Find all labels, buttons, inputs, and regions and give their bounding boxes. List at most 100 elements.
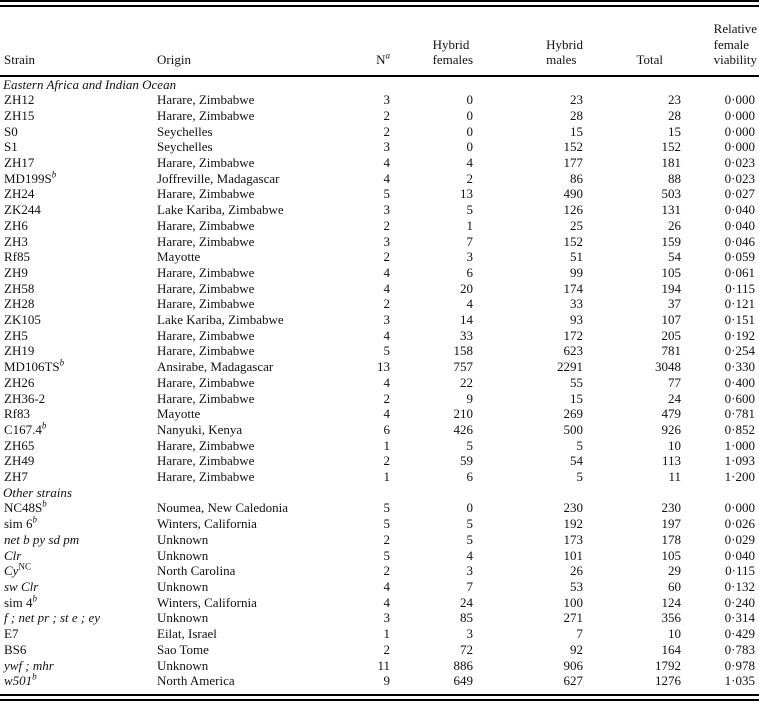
hybrid-females-cell: 7 xyxy=(466,233,474,249)
col-header-hybrid-females: Hybrid females xyxy=(390,7,473,77)
origin-cell: North Carolina xyxy=(157,563,236,579)
strain-footnote-marker: b xyxy=(32,671,37,682)
hybrid-females-cell: 757 xyxy=(453,359,474,375)
total-cell: 479 xyxy=(661,406,682,422)
table-row: NC48Sb Noumea, New Caledonia 5 0 230 230 0·000 xyxy=(0,500,759,516)
total-cell: 152 xyxy=(661,139,682,155)
n-cell: 4 xyxy=(383,155,391,171)
hybrid-males-cell: 230 xyxy=(563,500,584,516)
strain-cell: ZH15 xyxy=(0,108,153,124)
hybrid-males-cell: 7 xyxy=(576,626,584,642)
hybrid-females-cell: 3 xyxy=(466,626,474,642)
hybrid-females-cell: 14 xyxy=(460,312,473,328)
origin-cell: Harare, Zimbabwe xyxy=(157,233,255,249)
n-cell: 5 xyxy=(383,343,391,359)
origin-cell: Harare, Zimbabwe xyxy=(157,327,255,343)
hybrid-males-cell: 5 xyxy=(576,437,584,453)
col-header-n-label: N xyxy=(376,52,386,67)
strain-name: sw Clr xyxy=(4,579,39,594)
viability-cell: 0·429 xyxy=(724,626,755,642)
total-cell: 29 xyxy=(668,563,681,579)
hybrid-males-cell: 99 xyxy=(570,264,583,280)
hybrid-females-cell: 0 xyxy=(466,107,474,123)
strain-cell: Rf85 xyxy=(0,249,153,265)
strain-name: sim 6 xyxy=(4,516,33,532)
col-header-relative-female-viability: Relative female viability xyxy=(681,7,759,77)
strain-footnote-marker: b xyxy=(51,169,57,180)
section-header-row: Other strains xyxy=(0,485,759,501)
hybrid-females-cell: 85 xyxy=(460,610,473,626)
strain-name: ZH6 xyxy=(4,217,28,233)
total-cell: 164 xyxy=(661,641,682,657)
origin-cell: Harare, Zimbabwe xyxy=(157,390,255,406)
table-row: ywf ; mhr Unknown 11 886 906 1792 0·978 xyxy=(0,658,759,674)
hybrid-females-cell: 5 xyxy=(466,516,474,532)
hybrid-males-cell: 172 xyxy=(563,327,584,343)
section-label: Eastern Africa and Indian Ocean xyxy=(3,76,177,92)
viability-cell: 0·115 xyxy=(725,563,755,579)
strain-cell: BS6 xyxy=(0,642,153,658)
n-cell: 4 xyxy=(383,264,391,280)
strain-name: ZH65 xyxy=(4,437,35,453)
hybrid-males-cell: 15 xyxy=(570,123,583,139)
viability-cell: 1·093 xyxy=(724,453,755,469)
hybrid-females-cell: 4 xyxy=(466,547,474,563)
total-cell: 105 xyxy=(661,547,682,563)
total-cell: 131 xyxy=(661,202,682,218)
table-row: f ; net pr ; st e ; ey Unknown 3 85 271 356 0·… xyxy=(0,610,759,626)
section-header-row: Eastern Africa and Indian Ocean xyxy=(0,76,759,93)
n-cell: 2 xyxy=(383,453,391,469)
origin-cell: Seychelles xyxy=(157,139,213,155)
total-cell: 197 xyxy=(661,516,682,532)
viability-cell: 0·254 xyxy=(724,343,755,359)
strain-name: ZH58 xyxy=(4,280,35,296)
origin-cell: Harare, Zimbabwe xyxy=(157,453,255,469)
viability-cell: 0·000 xyxy=(724,500,755,516)
strain-cell: MD106TSb xyxy=(0,358,153,375)
table-row: ZH65 Harare, Zimbabwe 1 5 5 10 1·000 xyxy=(0,438,759,454)
n-cell: 5 xyxy=(383,186,391,202)
strain-footnote-marker: b xyxy=(32,593,38,604)
total-cell: 1792 xyxy=(655,657,681,673)
viability-cell: 0·059 xyxy=(724,249,755,265)
viability-cell: 0·000 xyxy=(724,123,755,139)
strain-cell: S1 xyxy=(0,139,153,155)
total-cell: 24 xyxy=(668,390,681,406)
strain-name: sim 4 xyxy=(4,594,33,610)
viability-cell: 0·027 xyxy=(724,186,755,202)
total-cell: 178 xyxy=(661,531,682,547)
viability-cell: 0·023 xyxy=(724,170,755,186)
strain-cell: C167.4b xyxy=(0,421,153,438)
total-cell: 194 xyxy=(661,280,682,296)
strain-cell: ZH12 xyxy=(0,92,153,108)
n-cell: 2 xyxy=(383,249,391,265)
viability-cell: 0·781 xyxy=(724,406,755,422)
hybrid-females-cell: 426 xyxy=(453,421,474,437)
strain-cell: NC48Sb xyxy=(0,500,153,516)
hybrid-females-cell: 0 xyxy=(466,139,474,155)
hybrid-females-cell: 5 xyxy=(466,202,474,218)
n-cell: 2 xyxy=(383,217,391,233)
hybrid-females-cell: 4 xyxy=(466,296,474,312)
hybrid-females-cell: 5 xyxy=(466,531,474,547)
strain-name: ZH26 xyxy=(4,374,35,390)
strain-name: ZH28 xyxy=(4,296,35,312)
viability-cell: 0·061 xyxy=(724,264,755,280)
total-cell: 15 xyxy=(668,123,681,139)
table-row: S0 Seychelles 2 0 15 15 0·000 xyxy=(0,124,759,140)
viability-cell: 0·978 xyxy=(724,657,755,673)
hybrid-males-cell: 53 xyxy=(570,579,583,594)
origin-cell: Harare, Zimbabwe xyxy=(157,280,255,296)
hybrid-males-cell: 15 xyxy=(570,390,583,406)
origin-cell: Seychelles xyxy=(157,123,213,139)
strain-cell: sim 4b xyxy=(0,593,153,611)
viability-cell: 0·000 xyxy=(724,92,755,108)
table-row: ZH5 Harare, Zimbabwe 4 33 172 205 0·192 xyxy=(0,328,759,344)
hybrid-males-cell: 174 xyxy=(563,280,584,296)
hybrid-females-cell: 649 xyxy=(453,673,474,689)
hybrid-females-cell: 158 xyxy=(453,343,474,359)
hybrid-males-cell: 51 xyxy=(570,249,583,265)
strain-name: S1 xyxy=(4,139,18,155)
hybrid-females-cell: 4 xyxy=(466,155,474,171)
table-row: ZH17 Harare, Zimbabwe 4 4 177 181 0·023 xyxy=(0,155,759,171)
